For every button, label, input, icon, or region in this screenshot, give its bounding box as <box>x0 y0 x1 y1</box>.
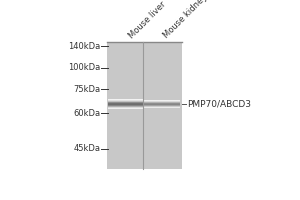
Bar <box>144 101 181 102</box>
Bar <box>144 102 181 103</box>
Bar <box>108 101 142 102</box>
Bar <box>144 105 181 106</box>
Bar <box>108 104 142 105</box>
Bar <box>108 103 142 104</box>
Bar <box>144 100 181 101</box>
Bar <box>108 100 142 101</box>
Bar <box>144 107 181 108</box>
Bar <box>144 101 181 102</box>
Bar <box>144 105 181 106</box>
Bar <box>108 100 142 101</box>
Bar <box>144 106 181 107</box>
Bar <box>108 101 142 102</box>
Bar <box>144 103 181 104</box>
Bar <box>107 42 182 169</box>
Bar <box>108 104 142 105</box>
Bar <box>144 106 181 107</box>
Text: 60kDa: 60kDa <box>73 109 100 118</box>
Bar <box>108 99 142 100</box>
Bar <box>108 108 142 109</box>
Bar <box>108 106 142 107</box>
Bar <box>144 103 181 104</box>
Bar <box>144 104 181 105</box>
Bar <box>144 107 181 108</box>
Text: Mouse liver: Mouse liver <box>127 0 168 40</box>
Bar <box>144 104 181 105</box>
Text: 75kDa: 75kDa <box>73 85 100 94</box>
Bar <box>108 107 142 108</box>
Text: 140kDa: 140kDa <box>68 42 100 51</box>
Bar <box>144 100 181 101</box>
Bar <box>108 105 142 106</box>
Bar <box>144 102 181 103</box>
Bar <box>108 105 142 106</box>
Text: Mouse kidney: Mouse kidney <box>162 0 209 40</box>
Bar <box>108 102 142 103</box>
Text: 45kDa: 45kDa <box>73 144 100 153</box>
Text: PMP70/ABCD3: PMP70/ABCD3 <box>188 100 251 109</box>
Text: 100kDa: 100kDa <box>68 63 100 72</box>
Bar <box>108 106 142 107</box>
